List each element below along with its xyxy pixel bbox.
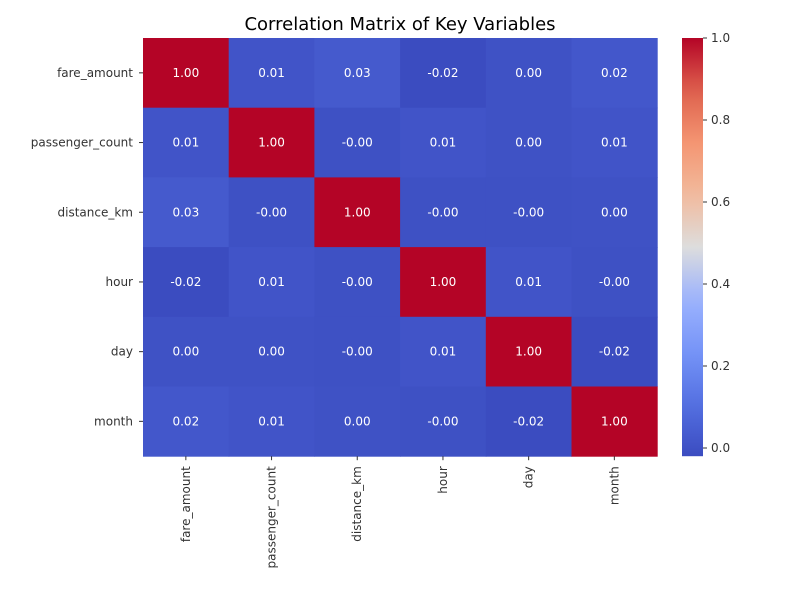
cell-label: 0.01 <box>258 66 285 80</box>
heatmap-cell <box>571 107 658 178</box>
cell-label: 0.00 <box>601 205 628 219</box>
heatmap-cell <box>143 177 230 248</box>
colorbar-tick-label: 0.8 <box>711 113 730 127</box>
heatmap-cell <box>400 247 487 318</box>
heatmap-cell <box>228 177 315 248</box>
x-tick-label: passenger_count <box>265 466 279 569</box>
colorbar-tick-label: 0.6 <box>711 195 730 209</box>
heatmap-cell <box>400 177 487 248</box>
y-tick-label: fare_amount <box>57 66 133 80</box>
cell-label: 0.01 <box>430 136 457 150</box>
colorbar-gradient <box>682 38 703 457</box>
heatmap-cell <box>571 386 658 457</box>
cell-label: -0.02 <box>513 414 544 428</box>
heatmap-cell <box>400 316 487 387</box>
heatmap-cell <box>143 386 230 457</box>
cell-label: -0.02 <box>170 275 201 289</box>
cell-label: 0.01 <box>258 275 285 289</box>
heatmap-cell <box>485 177 572 248</box>
cell-label: -0.00 <box>256 205 287 219</box>
cell-label: -0.00 <box>427 205 458 219</box>
cell-label: 0.01 <box>172 136 199 150</box>
cell-label: 0.01 <box>430 345 457 359</box>
heatmap-cell <box>228 247 315 318</box>
cell-label: -0.00 <box>513 205 544 219</box>
x-tick-label: hour <box>436 466 450 494</box>
heatmap-cell <box>314 316 401 387</box>
cell-label: -0.02 <box>427 66 458 80</box>
heatmap-cell <box>485 38 572 109</box>
heatmap-cell <box>143 107 230 178</box>
y-tick-label: distance_km <box>58 205 134 219</box>
cell-label: -0.00 <box>342 136 373 150</box>
cell-label: -0.00 <box>342 345 373 359</box>
heatmap-cell <box>314 107 401 178</box>
chart-title: Correlation Matrix of Key Variables <box>244 14 555 35</box>
cell-label: 1.00 <box>515 345 542 359</box>
cell-label: 0.02 <box>172 414 199 428</box>
y-tick-label: passenger_count <box>31 136 134 150</box>
heatmap-cells: 1.00 0.01 0.03 -0.02 0.00 0.02 0.01 1.00 -0.00 0.… <box>143 38 658 457</box>
heatmap-cell <box>400 386 487 457</box>
cell-label: 0.00 <box>258 345 285 359</box>
heatmap-cell <box>228 107 315 178</box>
y-tick-label: month <box>94 414 133 428</box>
heatmap-cell <box>143 316 230 387</box>
cell-label: 0.00 <box>515 66 542 80</box>
cell-label: -0.02 <box>599 345 630 359</box>
cell-label: 0.00 <box>172 345 199 359</box>
heatmap-cell <box>485 107 572 178</box>
x-tick-label: day <box>522 466 536 488</box>
colorbar-tick-label: 0.2 <box>711 359 730 373</box>
cell-label: 0.03 <box>172 205 199 219</box>
x-tick-label: month <box>607 466 621 505</box>
heatmap-cell <box>571 177 658 248</box>
heatmap-cell <box>143 247 230 318</box>
colorbar-tick-label: 1.0 <box>711 31 730 45</box>
cell-label: -0.00 <box>599 275 630 289</box>
heatmap-cell <box>485 386 572 457</box>
cell-label: 0.01 <box>258 414 285 428</box>
cell-label: 0.00 <box>515 136 542 150</box>
colorbar-tick-label: 0.0 <box>711 441 730 455</box>
heatmap-cell <box>400 107 487 178</box>
heatmap-cell <box>571 316 658 387</box>
cell-label: 0.01 <box>601 136 628 150</box>
heatmap-cell <box>485 247 572 318</box>
heatmap-cell <box>314 247 401 318</box>
cell-label: 0.03 <box>344 66 371 80</box>
y-tick-label: day <box>111 345 133 359</box>
heatmap-cell <box>314 177 401 248</box>
cell-label: 1.00 <box>430 275 457 289</box>
cell-label: 0.02 <box>601 66 628 80</box>
cell-label: 1.00 <box>172 66 199 80</box>
cell-label: 1.00 <box>258 136 285 150</box>
heatmap-cell <box>228 38 315 109</box>
colorbar-tick-label: 0.4 <box>711 277 730 291</box>
y-tick-label: hour <box>106 275 134 289</box>
heatmap-cell <box>314 38 401 109</box>
cell-label: 1.00 <box>601 414 628 428</box>
cell-label: -0.00 <box>427 414 458 428</box>
heatmap-cell <box>228 316 315 387</box>
cell-label: 1.00 <box>344 205 371 219</box>
heatmap-cell <box>314 386 401 457</box>
cell-label: 0.00 <box>344 414 371 428</box>
x-tick-label: fare_amount <box>179 466 193 542</box>
heatmap-cell <box>400 38 487 109</box>
cell-label: -0.00 <box>342 275 373 289</box>
cell-label: 0.01 <box>515 275 542 289</box>
heatmap-cell <box>571 38 658 109</box>
x-tick-label: distance_km <box>350 466 364 542</box>
heatmap-cell <box>143 38 230 109</box>
y-axis: fare_amount passenger_count distance_kmhou… <box>31 66 143 428</box>
x-axis: fare_amount passenger_count distance_km hou… <box>179 456 621 568</box>
colorbar: 0.0 0.2 0.4 0.6 0.8 1.0 <box>682 31 730 457</box>
heatmap-cell <box>571 247 658 318</box>
heatmap-cell <box>228 386 315 457</box>
heatmap-cell <box>485 316 572 387</box>
